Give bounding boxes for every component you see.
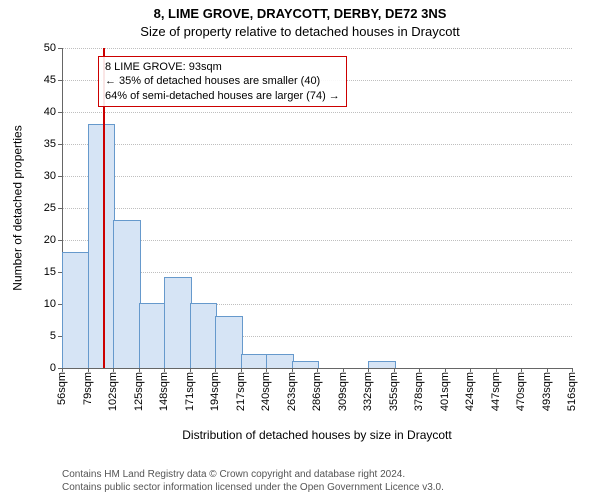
histogram-bar [215, 316, 243, 368]
annotation-box: 8 LIME GROVE: 93sqm← 35% of detached hou… [98, 56, 347, 107]
histogram-bar [368, 361, 396, 368]
chart-container: 8, LIME GROVE, DRAYCOTT, DERBY, DE72 3NS… [0, 0, 600, 500]
x-tick-label: 286sqm [311, 372, 323, 411]
y-tick-label: 45 [26, 74, 56, 86]
credits-line1: Contains HM Land Registry data © Crown c… [62, 469, 444, 482]
y-tick-label: 0 [26, 362, 56, 374]
x-tick-label: 194sqm [209, 372, 221, 411]
histogram-bar [164, 277, 192, 368]
gridline [62, 176, 572, 177]
x-tick-label: 56sqm [56, 372, 68, 405]
histogram-bar [88, 124, 116, 368]
x-tick-label: 102sqm [107, 372, 119, 411]
gridline [62, 144, 572, 145]
histogram-bar [113, 220, 141, 368]
histogram-bar [241, 354, 269, 368]
y-axis-label: Number of detached properties [10, 48, 26, 368]
x-tick-label: 470sqm [515, 372, 527, 411]
x-tick-label: 263sqm [286, 372, 298, 411]
gridline [62, 112, 572, 113]
x-tick-label: 493sqm [541, 372, 553, 411]
y-tick-label: 10 [26, 298, 56, 310]
x-tick-label: 378sqm [413, 372, 425, 411]
y-tick-label: 25 [26, 202, 56, 214]
credits: Contains HM Land Registry data © Crown c… [62, 469, 444, 494]
annotation-line: 8 LIME GROVE: 93sqm [105, 60, 340, 74]
x-tick-label: 332sqm [362, 372, 374, 411]
x-tick-label: 447sqm [490, 372, 502, 411]
annotation-line: 64% of semi-detached houses are larger (… [105, 89, 340, 103]
x-tick-label: 401sqm [439, 372, 451, 411]
x-axis-label: Distribution of detached houses by size … [62, 428, 572, 442]
y-tick-label: 40 [26, 106, 56, 118]
x-tick-label: 125sqm [133, 372, 145, 411]
annotation-line: ← 35% of detached houses are smaller (40… [105, 74, 340, 88]
y-tick-label: 15 [26, 266, 56, 278]
x-tick-label: 217sqm [235, 372, 247, 411]
gridline [62, 48, 572, 49]
chart-title: 8, LIME GROVE, DRAYCOTT, DERBY, DE72 3NS [0, 0, 600, 22]
y-tick-label: 35 [26, 138, 56, 150]
histogram-bar [62, 252, 90, 368]
x-tick-label: 516sqm [566, 372, 578, 411]
x-tick-label: 148sqm [158, 372, 170, 411]
gridline [62, 208, 572, 209]
y-tick-label: 20 [26, 234, 56, 246]
x-tick-label: 240sqm [260, 372, 272, 411]
y-tick-label: 5 [26, 330, 56, 342]
x-tick-label: 424sqm [464, 372, 476, 411]
x-tick-label: 309sqm [337, 372, 349, 411]
chart-subtitle: Size of property relative to detached ho… [0, 22, 600, 39]
credits-line2: Contains public sector information licen… [62, 482, 444, 495]
plot-area: 56sqm79sqm102sqm125sqm148sqm171sqm194sqm… [62, 48, 572, 368]
histogram-bar [139, 303, 167, 368]
x-tick-label: 79sqm [82, 372, 94, 405]
histogram-bar [190, 303, 218, 368]
x-tick-label: 171sqm [184, 372, 196, 411]
y-tick-label: 50 [26, 42, 56, 54]
y-tick-label: 30 [26, 170, 56, 182]
histogram-bar [292, 361, 320, 368]
histogram-bar [266, 354, 294, 368]
x-tick-label: 355sqm [388, 372, 400, 411]
